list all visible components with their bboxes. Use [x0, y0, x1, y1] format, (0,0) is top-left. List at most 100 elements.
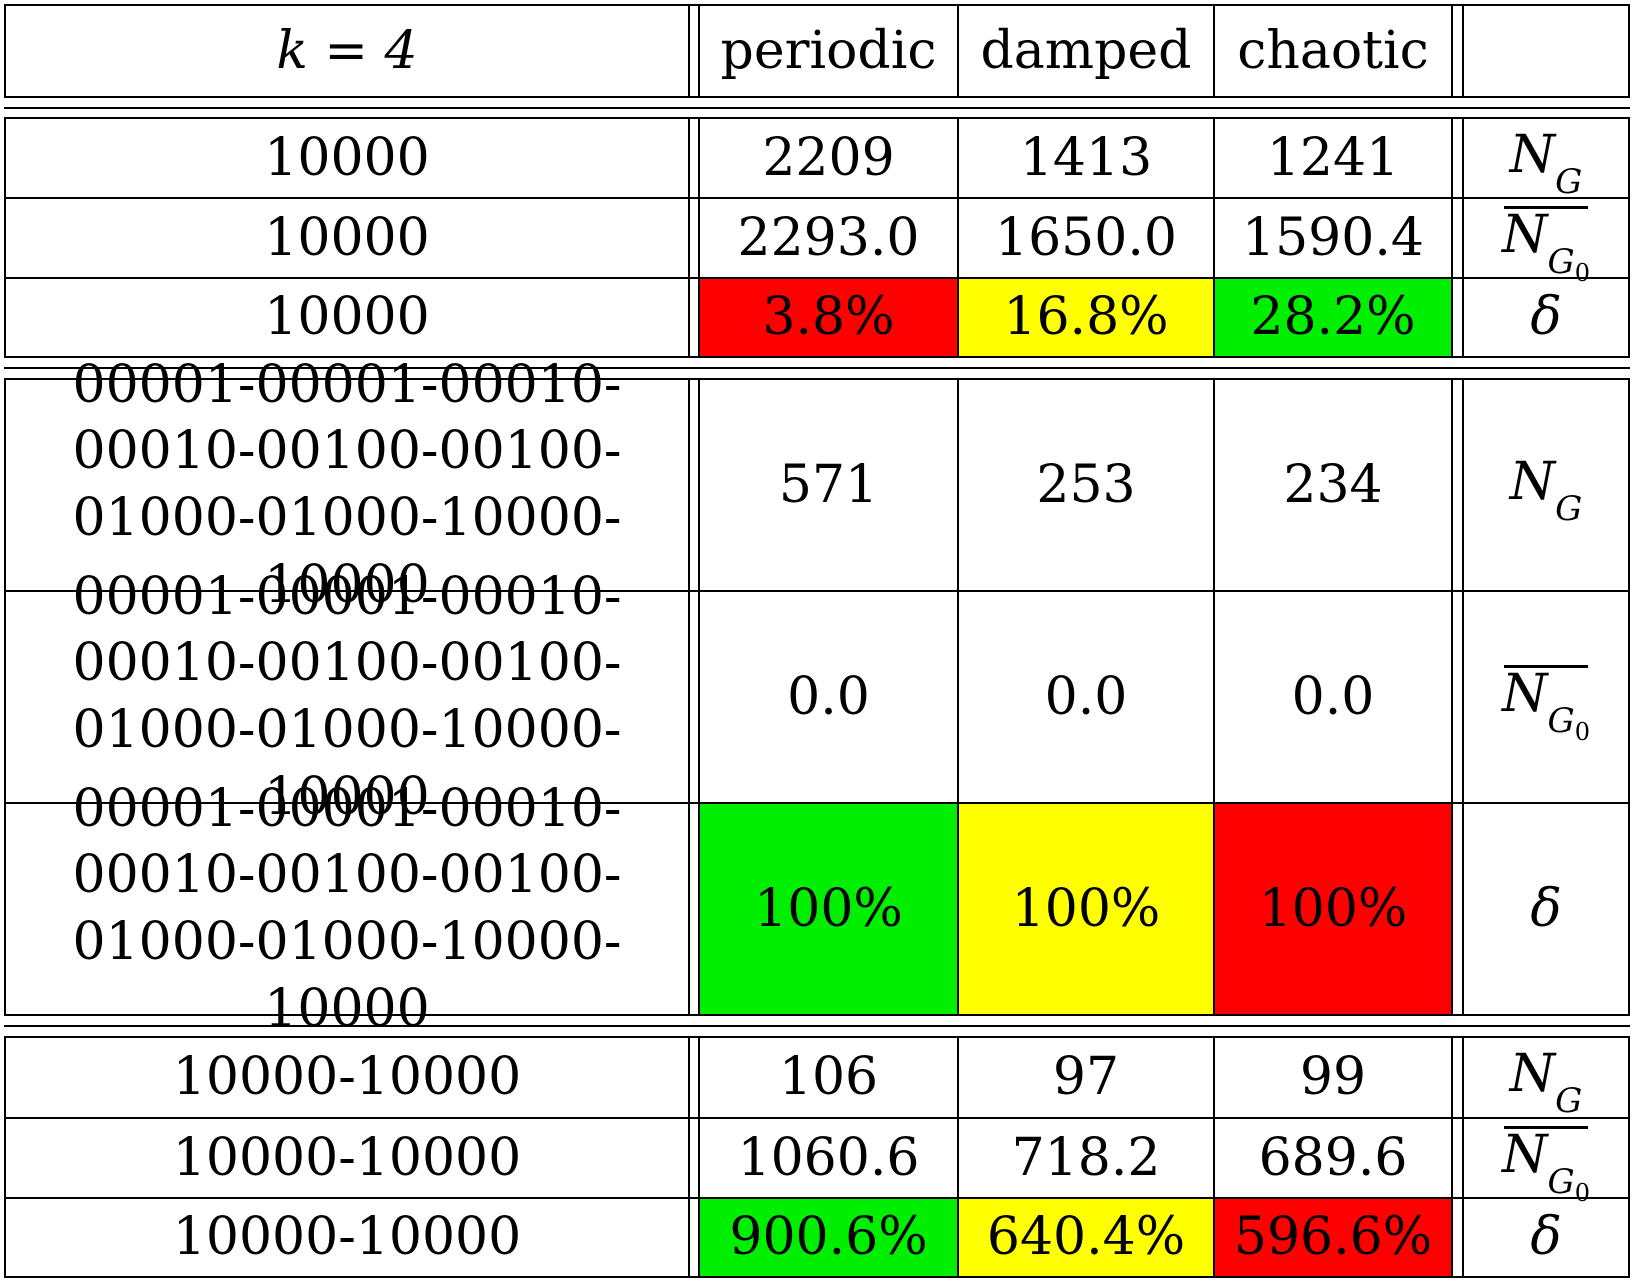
rule	[688, 1036, 690, 1278]
value-chaotic: 1590.4	[1242, 207, 1424, 268]
value-chaotic: 99	[1299, 1047, 1367, 1108]
value-damped: 0.0	[1044, 666, 1128, 727]
symbol-delta: δ	[1530, 1207, 1562, 1268]
value-periodic: 100%	[754, 878, 903, 939]
rule	[1213, 378, 1215, 1016]
rule	[1462, 1036, 1464, 1278]
rule	[1462, 4, 1464, 98]
value-chaotic: 689.6	[1258, 1127, 1408, 1188]
value-chaotic: 596.6%	[1233, 1207, 1433, 1268]
symbol-n-bar-g0: NG0	[1502, 204, 1590, 287]
rule	[4, 356, 1630, 358]
value-periodic: 106	[778, 1047, 879, 1108]
value-chaotic: 28.2%	[1250, 287, 1416, 348]
rule	[1213, 117, 1215, 358]
rule	[688, 117, 690, 358]
row-label-line: 01000-01000-10000-10000	[72, 912, 622, 1039]
rule	[4, 4, 6, 98]
cell-fill-g3-periodic	[700, 1198, 958, 1276]
rule	[698, 1036, 700, 1278]
cell-fill-g1-chaotic	[1214, 278, 1452, 356]
rule	[4, 1036, 6, 1278]
header-empty	[1464, 6, 1628, 96]
rule	[4, 802, 1630, 804]
rule	[4, 1036, 1630, 1038]
rule	[4, 1117, 1630, 1119]
value-periodic: 2293.0	[737, 207, 920, 268]
cell-fill-g1-periodic	[700, 278, 958, 356]
rule	[1451, 378, 1453, 1016]
rule	[957, 378, 959, 1016]
rule	[957, 4, 959, 98]
row-label-line: 00010-00100-00100-	[72, 421, 622, 482]
symbol-n-bar-g0: NG0	[1502, 663, 1590, 746]
row-label: 10000-10000	[172, 1207, 522, 1268]
symbol-n-g: NG	[1509, 1044, 1583, 1122]
rule	[4, 1014, 1630, 1016]
rule	[698, 117, 700, 358]
symbol-n-g: NG	[1509, 451, 1583, 529]
rule	[1451, 1036, 1453, 1278]
rule	[4, 117, 1630, 119]
row-label-line: 01000-01000-10000-10000	[72, 488, 622, 615]
row-label: 10000-10000	[172, 1127, 522, 1188]
cell-fill-g3-damped	[958, 1198, 1214, 1276]
row-label-line: 00001-00001-00010-	[72, 354, 622, 415]
cell-fill-g3-chaotic	[1214, 1198, 1452, 1276]
rule	[4, 378, 1630, 380]
rule	[1451, 117, 1453, 358]
rule	[1213, 4, 1215, 98]
cell-fill-g2-periodic	[700, 803, 958, 1014]
value-periodic: 2209	[762, 127, 895, 188]
cell-fill-g1-damped	[958, 278, 1214, 356]
value-periodic: 3.8%	[762, 287, 895, 348]
rule	[4, 1025, 1630, 1027]
row-label-line: 00010-00100-00100-	[72, 845, 622, 906]
rule	[4, 197, 1630, 199]
header-k-label: k = 4	[276, 20, 418, 81]
rule	[698, 4, 700, 98]
rule	[4, 367, 1630, 369]
rule	[4, 590, 1630, 592]
symbol-delta: δ	[1530, 878, 1562, 939]
row-label: 00001-00001-00010- 00010-00100-00100- 01…	[6, 567, 688, 827]
value-damped: 718.2	[1011, 1127, 1161, 1188]
rule	[1628, 4, 1630, 98]
header-damped: damped	[980, 20, 1192, 81]
rule	[4, 378, 6, 1016]
rule	[1628, 117, 1630, 358]
header-periodic: periodic	[720, 20, 937, 81]
row-label: 10000	[264, 207, 430, 268]
rule	[4, 4, 1630, 6]
row-label-line: 00010-00100-00100-	[72, 633, 622, 694]
rule	[1462, 117, 1464, 358]
rule	[4, 1197, 1630, 1199]
rule	[4, 277, 1630, 279]
rule	[4, 96, 1630, 98]
row-label-line: 01000-01000-10000-10000	[72, 700, 622, 827]
value-chaotic: 0.0	[1291, 666, 1375, 727]
rule	[957, 117, 959, 358]
value-damped: 1413	[1019, 127, 1153, 188]
value-damped: 16.8%	[1003, 287, 1169, 348]
value-periodic: 571	[778, 454, 879, 515]
value-damped: 97	[1052, 1047, 1120, 1108]
cell-fill-g2-chaotic	[1214, 803, 1452, 1014]
row-label: 00001-00001-00010- 00010-00100-00100- 01…	[6, 779, 688, 1039]
value-damped: 253	[1036, 454, 1136, 515]
row-label-line: 00001-00001-00010-	[72, 566, 622, 627]
symbol-n-bar-g0: NG0	[1502, 1124, 1590, 1207]
rule	[957, 1036, 959, 1278]
value-periodic: 0.0	[787, 666, 870, 727]
symbol-n-g: NG	[1509, 124, 1583, 202]
value-chaotic: 100%	[1258, 878, 1408, 939]
rule	[688, 378, 690, 1016]
value-periodic: 900.6%	[729, 1207, 928, 1268]
row-label: 10000-10000	[172, 1047, 522, 1108]
row-label: 00001-00001-00010- 00010-00100-00100- 01…	[6, 355, 688, 615]
value-chaotic: 1241	[1266, 127, 1400, 188]
rule	[698, 378, 700, 1016]
rule	[1451, 4, 1453, 98]
cell-fill-g2-damped	[958, 803, 1214, 1014]
